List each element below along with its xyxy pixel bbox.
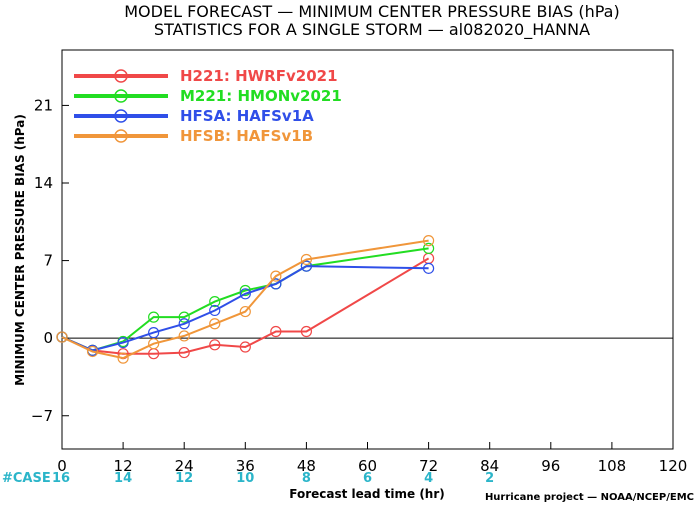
x-tick-label: 60	[358, 457, 377, 475]
data-point	[300, 325, 312, 338]
data-point	[117, 352, 129, 364]
legend-label: HFSB: HAFSv1B	[180, 127, 313, 145]
series-line	[61, 257, 430, 355]
data-point	[148, 327, 160, 339]
x-axis-label: Forecast lead time (hr)	[289, 487, 445, 501]
y-tick-label: 0	[43, 329, 53, 347]
legend-label: M221: HMONv2021	[180, 87, 342, 105]
data-point	[239, 288, 251, 300]
data-point	[56, 331, 68, 343]
x-tick-label: 48	[297, 457, 316, 475]
case-count: 8	[302, 471, 311, 486]
data-point	[300, 260, 312, 272]
chart-title: MODEL FORECAST — MINIMUM CENTER PRESSURE…	[124, 2, 619, 21]
legend-label: HFSA: HAFSv1A	[180, 107, 314, 125]
y-tick-label: 21	[34, 96, 53, 114]
y-axis: −7 0 7 14 21	[31, 96, 69, 425]
x-tick-label: 36	[236, 457, 255, 475]
data-point	[178, 318, 190, 330]
x-tick-label: 72	[419, 457, 438, 475]
legend-marker	[114, 89, 128, 103]
case-count: 4	[424, 471, 433, 486]
data-point	[209, 304, 221, 317]
data-point	[178, 346, 190, 359]
case-count: 6	[363, 471, 372, 486]
chart-subtitle: STATISTICS FOR A SINGLE STORM — al082020…	[154, 20, 590, 40]
data-point	[239, 284, 251, 297]
data-point	[239, 341, 251, 353]
series-line	[61, 239, 429, 360]
x-tick-label: 108	[598, 457, 627, 475]
data-point	[178, 311, 190, 323]
data-point	[423, 242, 435, 254]
case-count: 14	[114, 471, 132, 486]
data-point	[239, 305, 251, 318]
data-point	[148, 311, 160, 323]
legend-marker	[114, 109, 128, 123]
data-point	[209, 339, 221, 351]
data-point	[270, 270, 282, 282]
data-point	[209, 295, 221, 308]
case-count: 2	[485, 471, 494, 486]
x-tick-label: 12	[114, 457, 133, 475]
data-point	[423, 235, 435, 247]
case-count: 12	[175, 471, 193, 486]
case-count-row: #CASE 16 14 12 10 8 6 4 2	[2, 471, 494, 486]
data-point	[117, 337, 129, 349]
data-point	[209, 318, 221, 330]
data-point	[178, 330, 190, 342]
legend-marker	[114, 69, 128, 83]
data-point	[423, 262, 435, 274]
case-count: 10	[236, 471, 254, 486]
x-tick-label: 84	[480, 457, 499, 475]
y-tick-label: 7	[43, 252, 53, 270]
data-point	[148, 338, 160, 350]
y-tick-label: 14	[34, 174, 53, 192]
x-tick-label: 24	[175, 457, 194, 475]
series-lines	[56, 235, 435, 364]
x-tick-label: 96	[541, 457, 560, 475]
legend-label: H221: HWRFv2021	[180, 67, 338, 85]
data-point	[270, 325, 282, 338]
series-hfsa	[56, 260, 435, 356]
data-point	[300, 253, 312, 266]
y-tick-label: −7	[31, 407, 53, 425]
credit-text: Hurricane project — NOAA/NCEP/EMC	[485, 492, 694, 503]
series-line	[61, 265, 429, 352]
data-point	[86, 345, 99, 358]
case-label: #CASE	[2, 471, 51, 486]
case-count: 16	[52, 471, 70, 486]
x-tick-label: 0	[57, 457, 67, 475]
data-point	[423, 252, 435, 264]
x-axis: 0 12 24 36 48 60 72 84 96 108 120	[57, 442, 687, 475]
x-tick-label: 120	[659, 457, 688, 475]
legend-marker	[114, 129, 128, 143]
y-axis-label: MINIMUM CENTER PRESSURE BIAS (hPa)	[13, 114, 27, 386]
legend: H221: HWRFv2021 M221: HMONv2021 HFSA: HAFS…	[74, 67, 342, 145]
data-point	[270, 278, 282, 290]
series-hfsb	[56, 235, 435, 364]
